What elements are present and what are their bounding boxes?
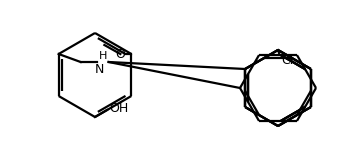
Text: Cl: Cl: [281, 54, 293, 67]
Text: N: N: [95, 63, 104, 76]
Text: OH: OH: [109, 102, 128, 115]
Text: O: O: [116, 49, 125, 61]
Text: H: H: [98, 51, 107, 61]
